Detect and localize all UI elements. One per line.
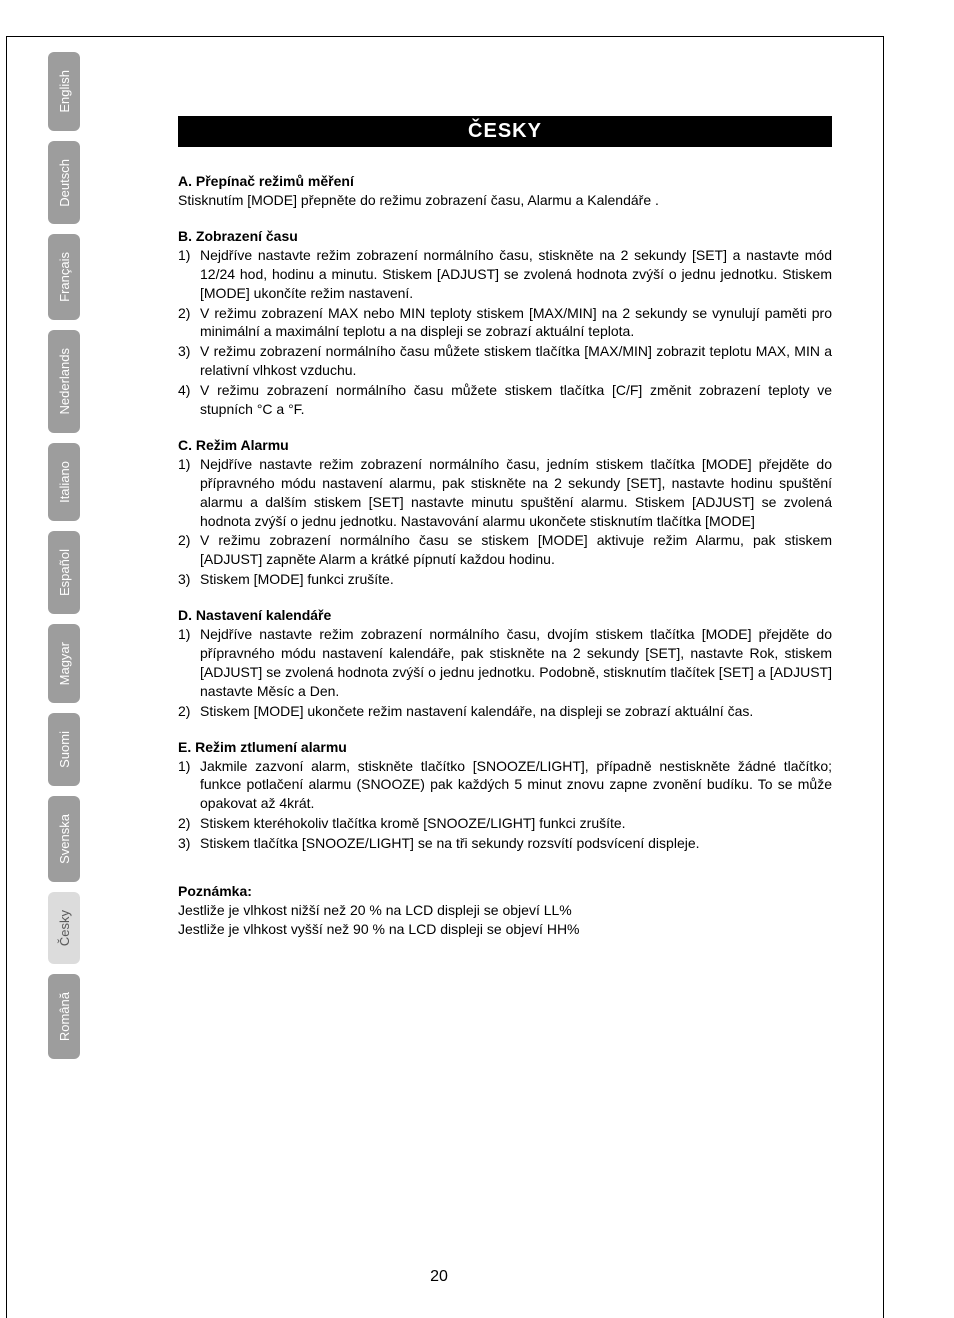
item-number: 1) — [178, 625, 200, 701]
note-line: Jestliže je vlhkost nižší než 20 % na LC… — [178, 901, 832, 920]
tab-cesky[interactable]: Česky — [48, 892, 80, 964]
tab-label: Deutsch — [57, 159, 72, 207]
list-item: 1)Jakmile zazvoní alarm, stiskněte tlačí… — [178, 757, 832, 814]
item-number: 1) — [178, 455, 200, 531]
list-item: 4)V režimu zobrazení normálního času můž… — [178, 381, 832, 419]
list-item: 1)Nejdříve nastavte režim zobrazení norm… — [178, 455, 832, 531]
list-item: 3)Stiskem [MODE] funkci zrušíte. — [178, 570, 832, 589]
section-b: B. Zobrazení času 1)Nejdříve nastavte re… — [178, 228, 832, 419]
tab-label: Français — [57, 252, 72, 302]
section-list: 1)Jakmile zazvoní alarm, stiskněte tlačí… — [178, 757, 832, 853]
list-item: 2)V režimu zobrazení MAX nebo MIN teplot… — [178, 304, 832, 342]
tab-svenska[interactable]: Svenska — [48, 796, 80, 882]
section-list: 1)Nejdříve nastavte režim zobrazení norm… — [178, 246, 832, 419]
list-item: 2)Stiskem kteréhokoliv tlačítka kromě [S… — [178, 814, 832, 833]
item-text: Jakmile zazvoní alarm, stiskněte tlačítk… — [200, 757, 832, 814]
item-text: Stiskem tlačítka [SNOOZE/LIGHT] se na tř… — [200, 834, 832, 853]
section-heading: E. Režim ztlumení alarmu — [178, 739, 832, 755]
item-text: Nejdříve nastavte režim zobrazení normál… — [200, 246, 832, 303]
list-item: 3)V režimu zobrazení normálního času můž… — [178, 342, 832, 380]
item-text: Nejdříve nastavte režim zobrazení normál… — [200, 455, 832, 531]
tab-label: Nederlands — [57, 348, 72, 415]
tab-francais[interactable]: Français — [48, 234, 80, 320]
tab-english[interactable]: English — [48, 52, 80, 131]
list-item: 2)V režimu zobrazení normálního času se … — [178, 531, 832, 569]
tab-deutsch[interactable]: Deutsch — [48, 141, 80, 225]
tab-label: Svenska — [57, 814, 72, 864]
section-list: 1)Nejdříve nastavte režim zobrazení norm… — [178, 625, 832, 720]
language-tabs: English Deutsch Français Nederlands Ital… — [48, 52, 80, 1059]
tab-magyar[interactable]: Magyar — [48, 624, 80, 703]
item-number: 2) — [178, 702, 200, 721]
item-number: 3) — [178, 570, 200, 589]
tab-label: English — [57, 70, 72, 113]
item-number: 4) — [178, 381, 200, 419]
tab-label: Česky — [57, 910, 72, 946]
tab-label: Magyar — [57, 642, 72, 685]
section-d: D. Nastavení kalendáře 1)Nejdříve nastav… — [178, 607, 832, 720]
tab-espanol[interactable]: Español — [48, 531, 80, 614]
list-item: 1)Nejdříve nastavte režim zobrazení norm… — [178, 625, 832, 701]
page-number: 20 — [0, 1268, 878, 1286]
tab-romana[interactable]: Română — [48, 974, 80, 1059]
item-number: 1) — [178, 246, 200, 303]
list-item: 3)Stiskem tlačítka [SNOOZE/LIGHT] se na … — [178, 834, 832, 853]
item-text: V režimu zobrazení normálního času se st… — [200, 531, 832, 569]
list-item: 1)Nejdříve nastavte režim zobrazení norm… — [178, 246, 832, 303]
section-note: Poznámka: Jestliže je vlhkost nižší než … — [178, 883, 832, 939]
section-heading: D. Nastavení kalendáře — [178, 607, 832, 623]
section-a: A. Přepínač režimů měření Stisknutím [MO… — [178, 173, 832, 210]
page-title: ČESKY — [178, 116, 832, 147]
item-text: Stiskem [MODE] funkci zrušíte. — [200, 570, 832, 589]
item-text: Nejdříve nastavte režim zobrazení normál… — [200, 625, 832, 701]
tab-label: Română — [57, 992, 72, 1041]
item-number: 2) — [178, 531, 200, 569]
item-text: Stiskem [MODE] ukončete režim nastavení … — [200, 702, 832, 721]
note-heading: Poznámka: — [178, 883, 832, 899]
section-heading: C. Režim Alarmu — [178, 437, 832, 453]
item-number: 3) — [178, 342, 200, 380]
item-number: 1) — [178, 757, 200, 814]
tab-nederlands[interactable]: Nederlands — [48, 330, 80, 433]
item-text: V režimu zobrazení normálního času můžet… — [200, 381, 832, 419]
section-paragraph: Stisknutím [MODE] přepněte do režimu zob… — [178, 191, 832, 210]
list-item: 2)Stiskem [MODE] ukončete režim nastaven… — [178, 702, 832, 721]
page-content: ČESKY A. Přepínač režimů měření Stisknut… — [178, 116, 832, 957]
section-heading: B. Zobrazení času — [178, 228, 832, 244]
tab-label: Italiano — [57, 461, 72, 503]
item-number: 2) — [178, 814, 200, 833]
section-heading: A. Přepínač režimů měření — [178, 173, 832, 189]
note-line: Jestliže je vlhkost vyšší než 90 % na LC… — [178, 920, 832, 939]
item-text: V režimu zobrazení MAX nebo MIN teploty … — [200, 304, 832, 342]
section-list: 1)Nejdříve nastavte režim zobrazení norm… — [178, 455, 832, 589]
tab-label: Suomi — [57, 731, 72, 768]
section-e: E. Režim ztlumení alarmu 1)Jakmile zazvo… — [178, 739, 832, 853]
section-c: C. Režim Alarmu 1)Nejdříve nastavte reži… — [178, 437, 832, 589]
item-number: 3) — [178, 834, 200, 853]
item-number: 2) — [178, 304, 200, 342]
tab-label: Español — [57, 549, 72, 596]
tab-italiano[interactable]: Italiano — [48, 443, 80, 521]
item-text: V režimu zobrazení normálního času můžet… — [200, 342, 832, 380]
item-text: Stiskem kteréhokoliv tlačítka kromě [SNO… — [200, 814, 832, 833]
tab-suomi[interactable]: Suomi — [48, 713, 80, 786]
